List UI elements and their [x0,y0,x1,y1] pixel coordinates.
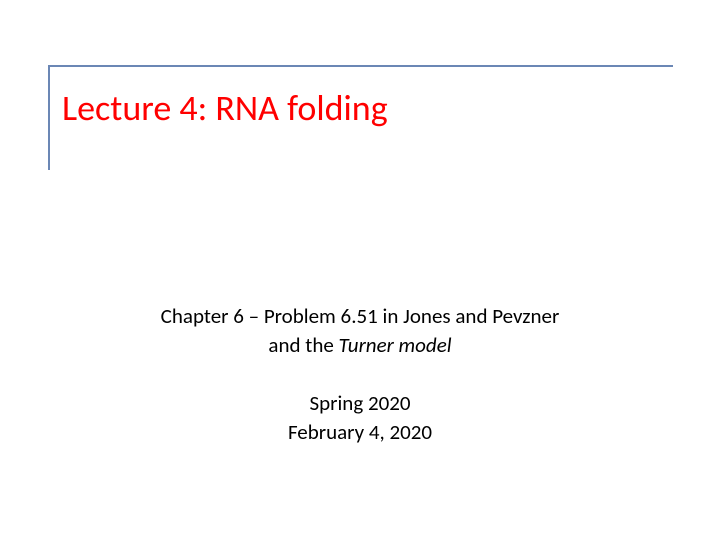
body-line-2: and the Turner model [0,331,720,360]
body-line-1: Chapter 6 – Problem 6.51 in Jones and Pe… [0,302,720,331]
title-box: Lecture 4: RNA folding [48,65,673,170]
slide-body: Chapter 6 – Problem 6.51 in Jones and Pe… [0,302,720,448]
body-line-4: February 4, 2020 [0,418,720,447]
body-line-2-italic: Turner model [339,332,452,358]
body-line-3: Spring 2020 [0,389,720,418]
spacer [0,361,720,389]
slide-title: Lecture 4: RNA folding [62,87,673,130]
body-line-2-prefix: and the [268,332,338,358]
